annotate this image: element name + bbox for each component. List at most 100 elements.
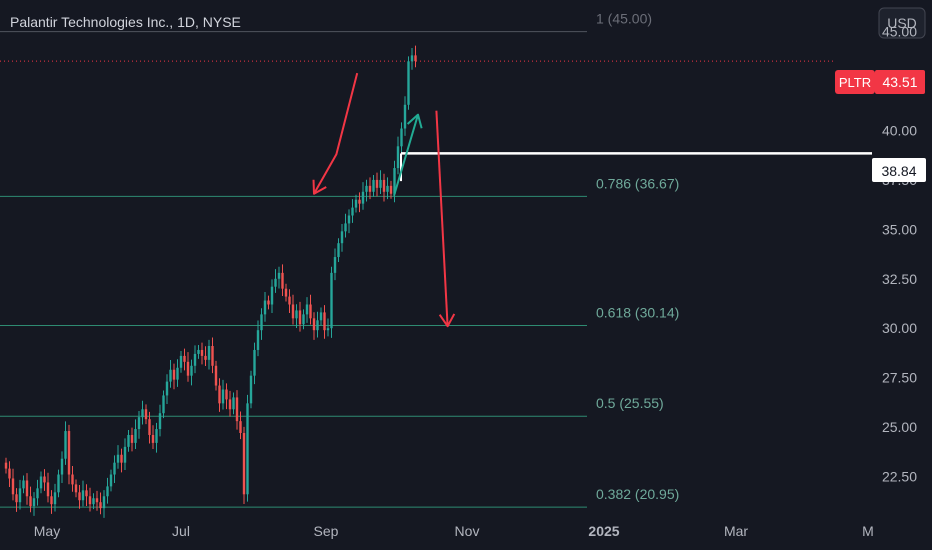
arrow-2 [393,113,423,197]
candle [162,390,165,419]
candle [260,308,263,340]
candle [270,279,274,313]
candle [176,359,179,387]
candle [204,346,207,366]
candle [267,295,270,310]
candle [382,173,386,202]
x-tick-label: May [34,523,60,539]
candle [172,363,176,390]
candle [190,359,193,386]
candle [8,461,11,487]
x-tick-label: Nov [455,523,480,539]
candle [46,472,50,503]
candle [137,411,141,439]
candle [316,311,319,338]
candle [288,289,291,313]
currency-label: USD [887,15,917,31]
y-tick-label: 30.00 [882,320,917,336]
candle [22,475,25,494]
horizontal-level[interactable] [400,152,872,182]
candle [295,304,298,329]
level-price-badge: 38.84 [872,158,926,182]
candle [340,224,344,252]
candle [256,320,260,357]
candle [323,305,326,339]
candle [85,484,88,506]
candle [165,374,169,404]
x-tick-label: 2025 [588,523,619,539]
candle [253,342,256,385]
x-tick-label: Mar [724,523,748,539]
candle [274,269,277,293]
candle [60,451,64,484]
candle [197,345,200,359]
candle [242,426,246,504]
candle [127,430,130,452]
candle [74,479,78,498]
candle [113,455,116,484]
candle [344,213,347,238]
candle [389,180,393,199]
candle [95,490,99,511]
candle [235,390,239,430]
candle [319,307,323,326]
candle [333,248,337,281]
candle [386,177,389,200]
candle [25,473,29,505]
time-axis[interactable]: May Jul Sep Nov 2025 Mar M [34,523,874,539]
candle [358,192,361,213]
candle [337,238,340,262]
candle [246,394,249,502]
candle [239,411,242,440]
last-price-label: 43.51 [882,74,917,90]
fib-label-0-382: 0.382 (20.95) [596,486,679,502]
x-tick-label: Jul [172,523,190,539]
candle [158,404,162,437]
candle [351,199,354,223]
candle [284,283,288,302]
candle [228,390,232,417]
y-tick-label: 27.50 [882,370,917,386]
candle [214,360,218,391]
candle [368,177,372,200]
candle [403,96,407,136]
y-tick-label: 32.50 [882,271,917,287]
candle [4,457,8,474]
candle [396,136,400,175]
candle [302,309,305,330]
candle [221,379,225,410]
candle [379,170,382,194]
fib-label-1: 1 (45.00) [596,11,652,27]
candle [372,174,375,197]
candle [186,352,190,382]
candle [109,469,113,492]
candle [277,266,281,289]
candle [291,294,295,325]
x-tick-label: Sep [314,523,339,539]
candle [407,56,410,110]
candle [410,48,414,70]
candle [330,266,333,338]
candle [305,297,309,323]
candle [414,45,417,68]
currency-button[interactable]: USD [878,7,926,39]
candle [354,194,358,213]
arrow-1 [312,72,359,195]
y-tick-label: 35.00 [882,221,917,237]
candle [326,318,330,337]
candle [309,294,312,325]
candle [123,438,127,470]
fib-label-0-5: 0.5 (25.55) [596,395,664,411]
y-tick-label: 22.50 [882,469,917,485]
candle [400,122,403,156]
candle [361,182,365,210]
drawn-arrows[interactable] [312,72,456,328]
candle [179,350,183,373]
candle [347,209,351,234]
y-tick-label: 45.00 [882,24,917,40]
fibonacci-retracement[interactable]: 1 (45.00) 0.786 (36.67) 0.618 (30.14) 0.5 (… [0,11,835,508]
candle [200,342,204,365]
candle [11,468,15,501]
